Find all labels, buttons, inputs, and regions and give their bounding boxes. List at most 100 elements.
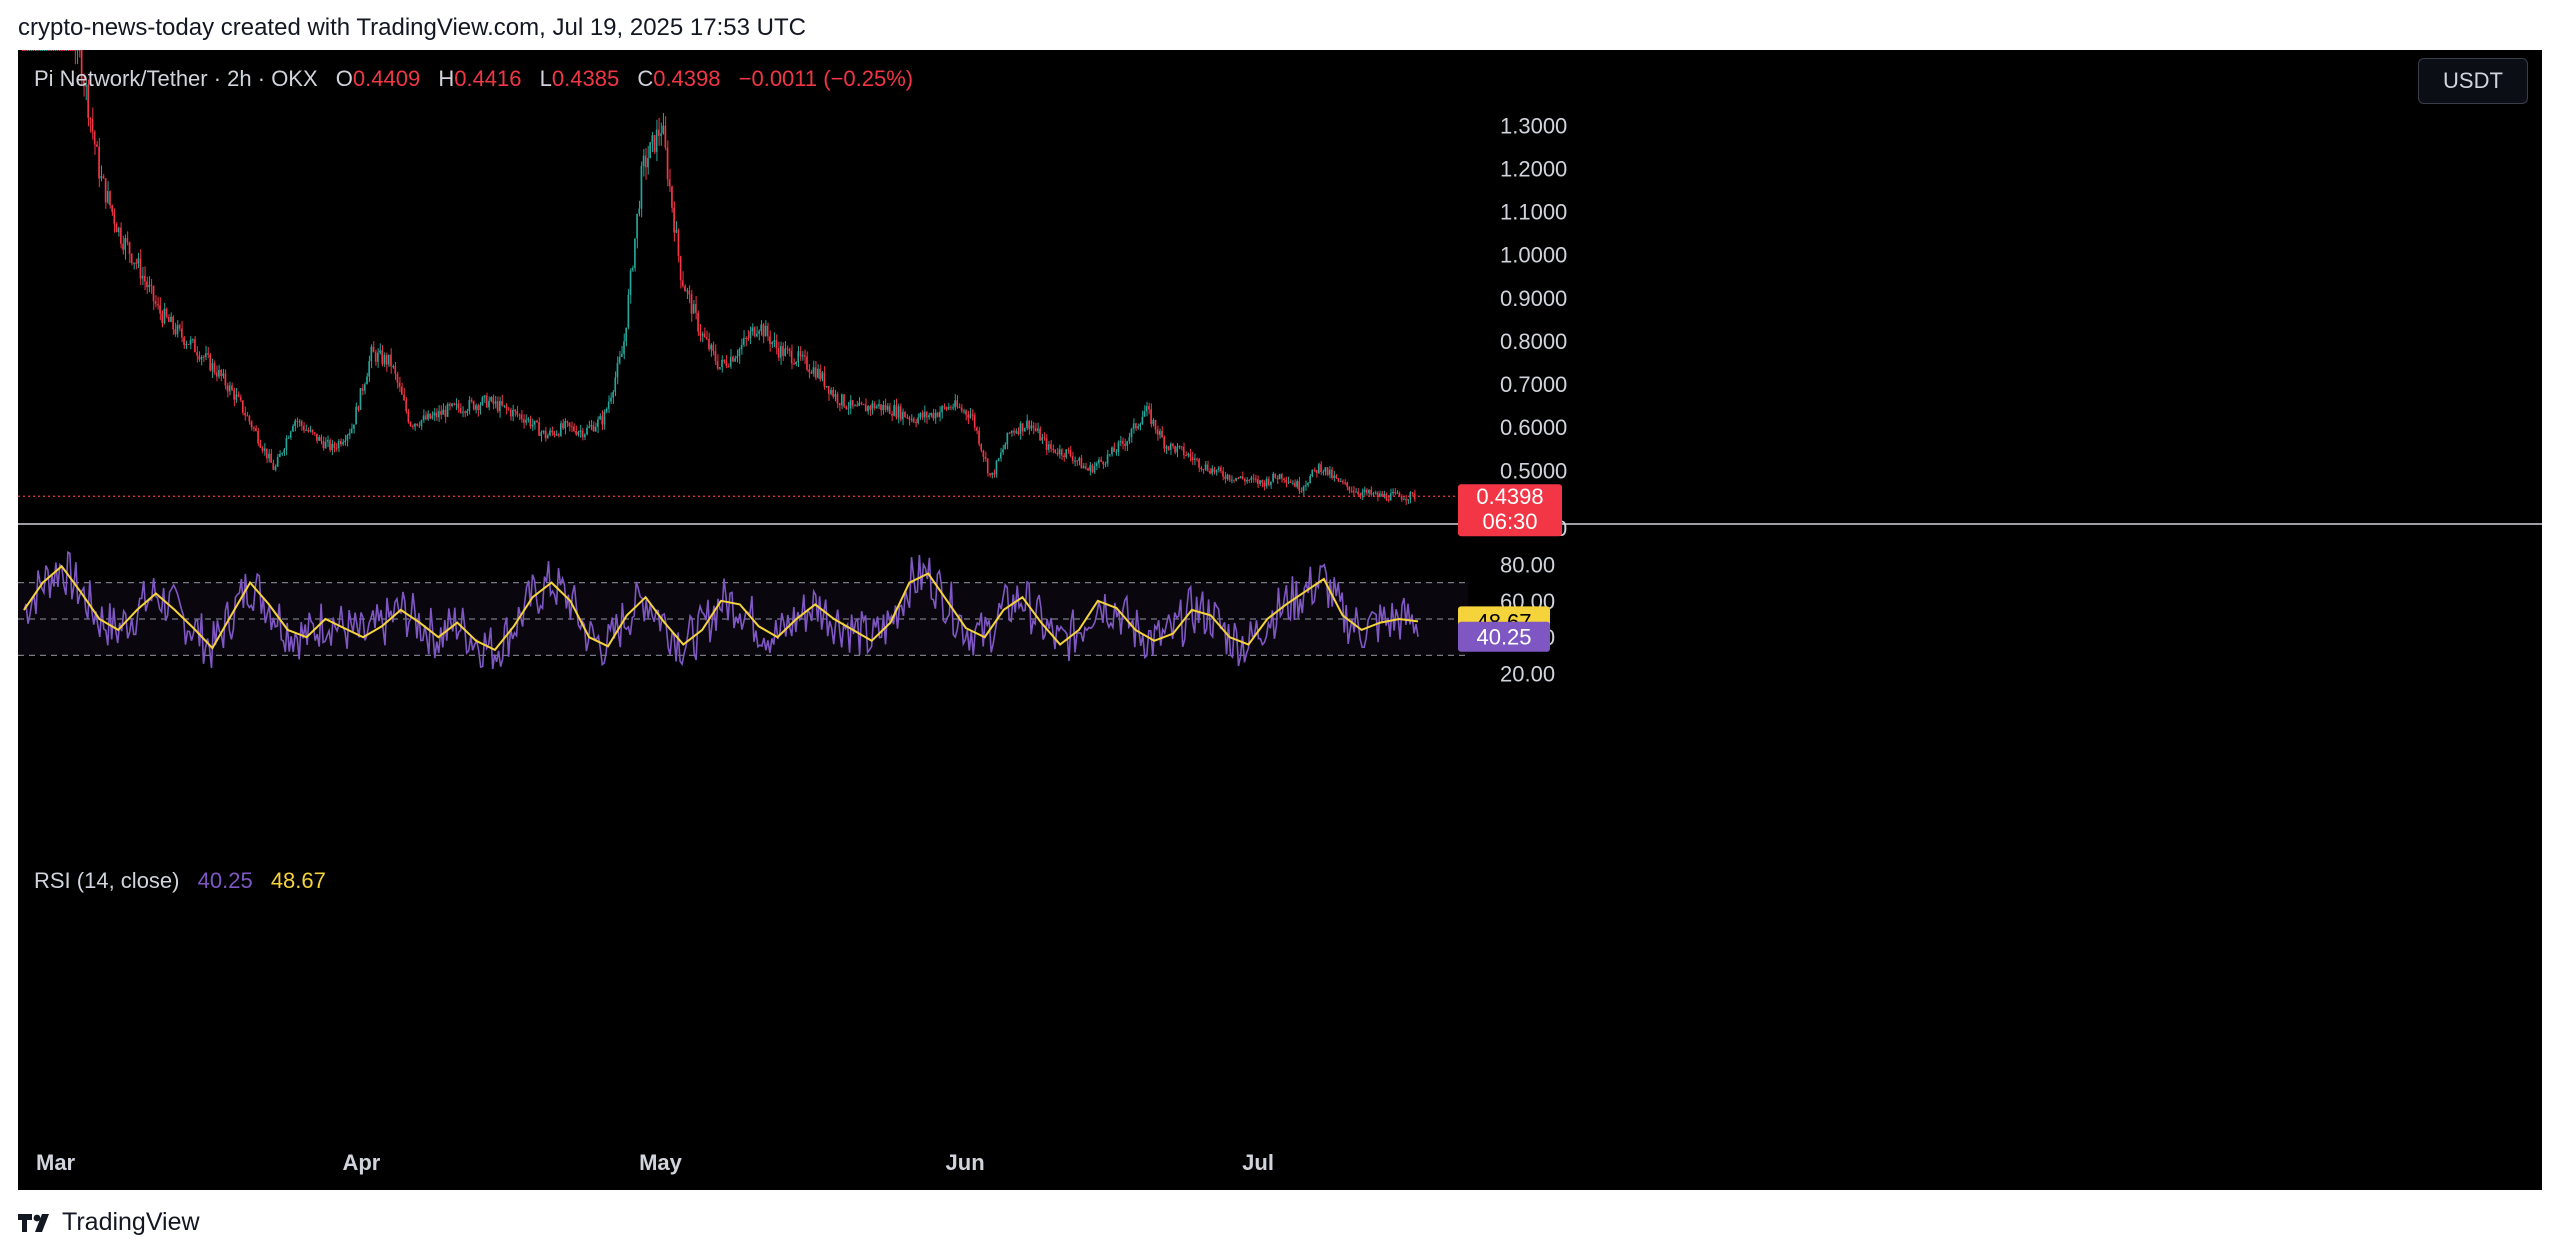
candle-body <box>464 411 466 413</box>
candle-body <box>666 147 669 180</box>
candle-body <box>858 402 860 406</box>
candle-body <box>1355 491 1357 493</box>
candle-body <box>579 430 582 432</box>
candle-body <box>736 356 739 359</box>
candle-body <box>494 401 497 404</box>
candle-body <box>847 408 850 410</box>
candle-body <box>82 79 85 87</box>
candle-body <box>634 238 636 268</box>
candle-body <box>1078 457 1080 462</box>
candle-body <box>1026 420 1028 429</box>
candle-body <box>967 414 969 418</box>
candle-body <box>1331 469 1333 478</box>
candle-body <box>492 397 495 404</box>
candle-body <box>843 394 845 407</box>
candle-body <box>1052 448 1054 450</box>
candle-body <box>448 404 451 406</box>
candle-body <box>241 400 244 413</box>
candle-body <box>485 395 488 408</box>
candle-body <box>618 356 621 363</box>
candle-body <box>1002 449 1004 453</box>
tradingview-brand[interactable]: TradingView <box>18 1208 200 1237</box>
rsi-ma-line <box>23 564 1419 652</box>
candle-body <box>185 344 187 346</box>
candle-body <box>775 340 778 348</box>
candle-body <box>61 50 63 51</box>
candle-body <box>899 406 902 420</box>
candle-body <box>627 294 630 328</box>
candle-body <box>1185 455 1187 457</box>
candle-body <box>542 430 545 433</box>
candle-body <box>708 339 710 350</box>
candle-body <box>814 367 817 378</box>
candle-body <box>167 316 170 322</box>
candle-body <box>196 352 198 356</box>
candle-body <box>557 433 560 436</box>
candle-body <box>111 205 113 212</box>
candle-body <box>1261 480 1263 483</box>
candle-body <box>213 363 216 373</box>
candle-body <box>1322 471 1324 473</box>
candle-body <box>518 414 521 416</box>
candle-body <box>63 50 65 51</box>
candle-body <box>620 353 623 357</box>
candle-body <box>1252 477 1255 479</box>
candle-body <box>823 372 826 387</box>
candle-body <box>1376 492 1379 497</box>
candle-body <box>263 448 266 451</box>
candle-body <box>999 452 1002 459</box>
candle-body <box>172 316 174 330</box>
candle-body <box>52 50 55 51</box>
candle-body <box>76 50 79 52</box>
candle-body <box>329 440 331 451</box>
candle-body <box>825 386 828 388</box>
candle-body <box>1241 476 1244 479</box>
candle-body <box>1250 477 1253 481</box>
candle-body <box>854 405 856 407</box>
price-tick-label: 0.6000 <box>1500 415 1567 440</box>
candle-body <box>279 454 281 458</box>
candle-body <box>501 401 503 406</box>
last-price-badge <box>1458 484 1562 537</box>
candle-body <box>159 305 161 314</box>
candle-body <box>891 414 893 416</box>
candle-body <box>1411 492 1414 494</box>
candle-body <box>936 412 939 417</box>
candle-body <box>701 333 704 336</box>
candle-body <box>1392 491 1394 494</box>
candle-body <box>248 415 251 422</box>
candle-body <box>801 355 804 357</box>
candle-body <box>956 400 958 407</box>
candle-body <box>1298 481 1300 491</box>
candle-body <box>1337 478 1340 482</box>
candle-body <box>516 411 519 415</box>
candle-body <box>1178 446 1181 448</box>
candle-body <box>322 441 325 449</box>
candle-body <box>971 414 974 416</box>
open-label: O <box>335 66 353 91</box>
candle-body <box>451 403 453 406</box>
candle-body <box>499 401 501 412</box>
candle-body <box>363 384 366 391</box>
candle-body <box>594 426 597 432</box>
candle-body <box>923 411 926 418</box>
candle-body <box>762 324 765 337</box>
candle-body <box>120 227 122 244</box>
currency-button[interactable]: USDT <box>2418 58 2528 104</box>
candle-body <box>812 367 815 374</box>
rsi-badge <box>1458 621 1550 652</box>
candle-body <box>1191 456 1194 461</box>
candle-body <box>1050 444 1052 449</box>
candle-body <box>976 427 978 431</box>
candle-body <box>1032 425 1035 429</box>
candle-body <box>22 50 24 51</box>
rsi-badge-text: 40.25 <box>1476 625 1531 650</box>
candle-body <box>1333 475 1335 478</box>
candle-body <box>893 405 895 416</box>
candle-body <box>1289 481 1292 483</box>
candle-body <box>1248 479 1250 481</box>
candle-body <box>503 405 505 407</box>
candle-body <box>821 372 823 380</box>
